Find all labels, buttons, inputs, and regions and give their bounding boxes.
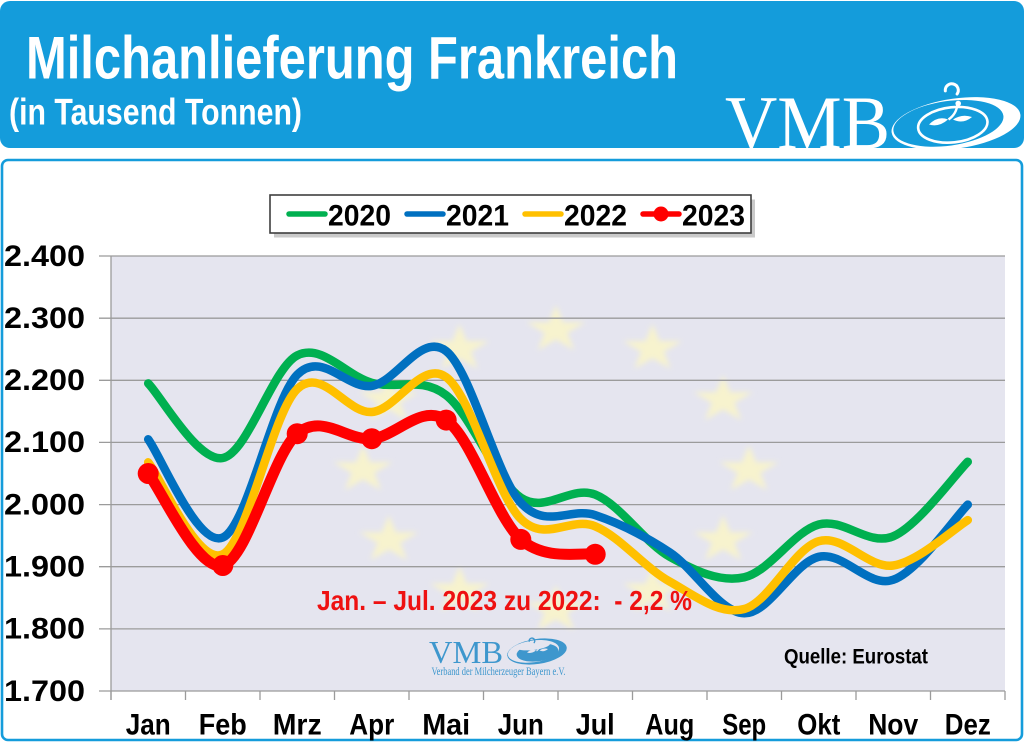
svg-text:Mai: Mai xyxy=(422,708,470,741)
svg-text:Jul: Jul xyxy=(576,708,615,741)
svg-text:1.700: 1.700 xyxy=(4,675,85,708)
svg-text:1.800: 1.800 xyxy=(4,613,85,646)
svg-text:Feb: Feb xyxy=(199,708,247,741)
svg-text:Aug: Aug xyxy=(645,708,694,741)
svg-text:2.300: 2.300 xyxy=(4,302,85,335)
svg-text:2.200: 2.200 xyxy=(4,364,85,397)
svg-text:2021: 2021 xyxy=(446,199,509,232)
svg-text:2.000: 2.000 xyxy=(4,488,85,521)
svg-text:Dez: Dez xyxy=(945,708,991,741)
svg-text:2022: 2022 xyxy=(564,199,627,232)
svg-text:1.900: 1.900 xyxy=(4,551,85,584)
svg-text:Mrz: Mrz xyxy=(273,708,322,741)
svg-text:Jan. – Jul. 2023 zu 2022: - 2: Jan. – Jul. 2023 zu 2022: - 2,2 % xyxy=(317,585,692,616)
svg-text:Apr: Apr xyxy=(349,708,394,741)
svg-text:Quelle: Eurostat: Quelle: Eurostat xyxy=(784,645,928,668)
svg-text:Verband der Milcherzeuger Baye: Verband der Milcherzeuger Bayern e.V. xyxy=(432,666,566,678)
svg-text:Jan: Jan xyxy=(126,708,171,741)
svg-text:2023: 2023 xyxy=(682,199,745,232)
svg-text:2.400: 2.400 xyxy=(4,240,85,273)
svg-text:Sep: Sep xyxy=(722,708,766,741)
svg-text:2020: 2020 xyxy=(328,199,391,232)
svg-text:VMB: VMB xyxy=(725,82,890,166)
svg-text:VMB: VMB xyxy=(429,635,503,670)
svg-text:(in Tausend Tonnen): (in Tausend Tonnen) xyxy=(9,92,302,133)
svg-text:Okt: Okt xyxy=(797,708,840,741)
svg-text:Jun: Jun xyxy=(498,708,544,741)
svg-text:2.100: 2.100 xyxy=(4,426,85,459)
svg-text:Milchanlieferung Frankreich: Milchanlieferung Frankreich xyxy=(26,25,678,92)
svg-text:Nov: Nov xyxy=(868,708,918,741)
